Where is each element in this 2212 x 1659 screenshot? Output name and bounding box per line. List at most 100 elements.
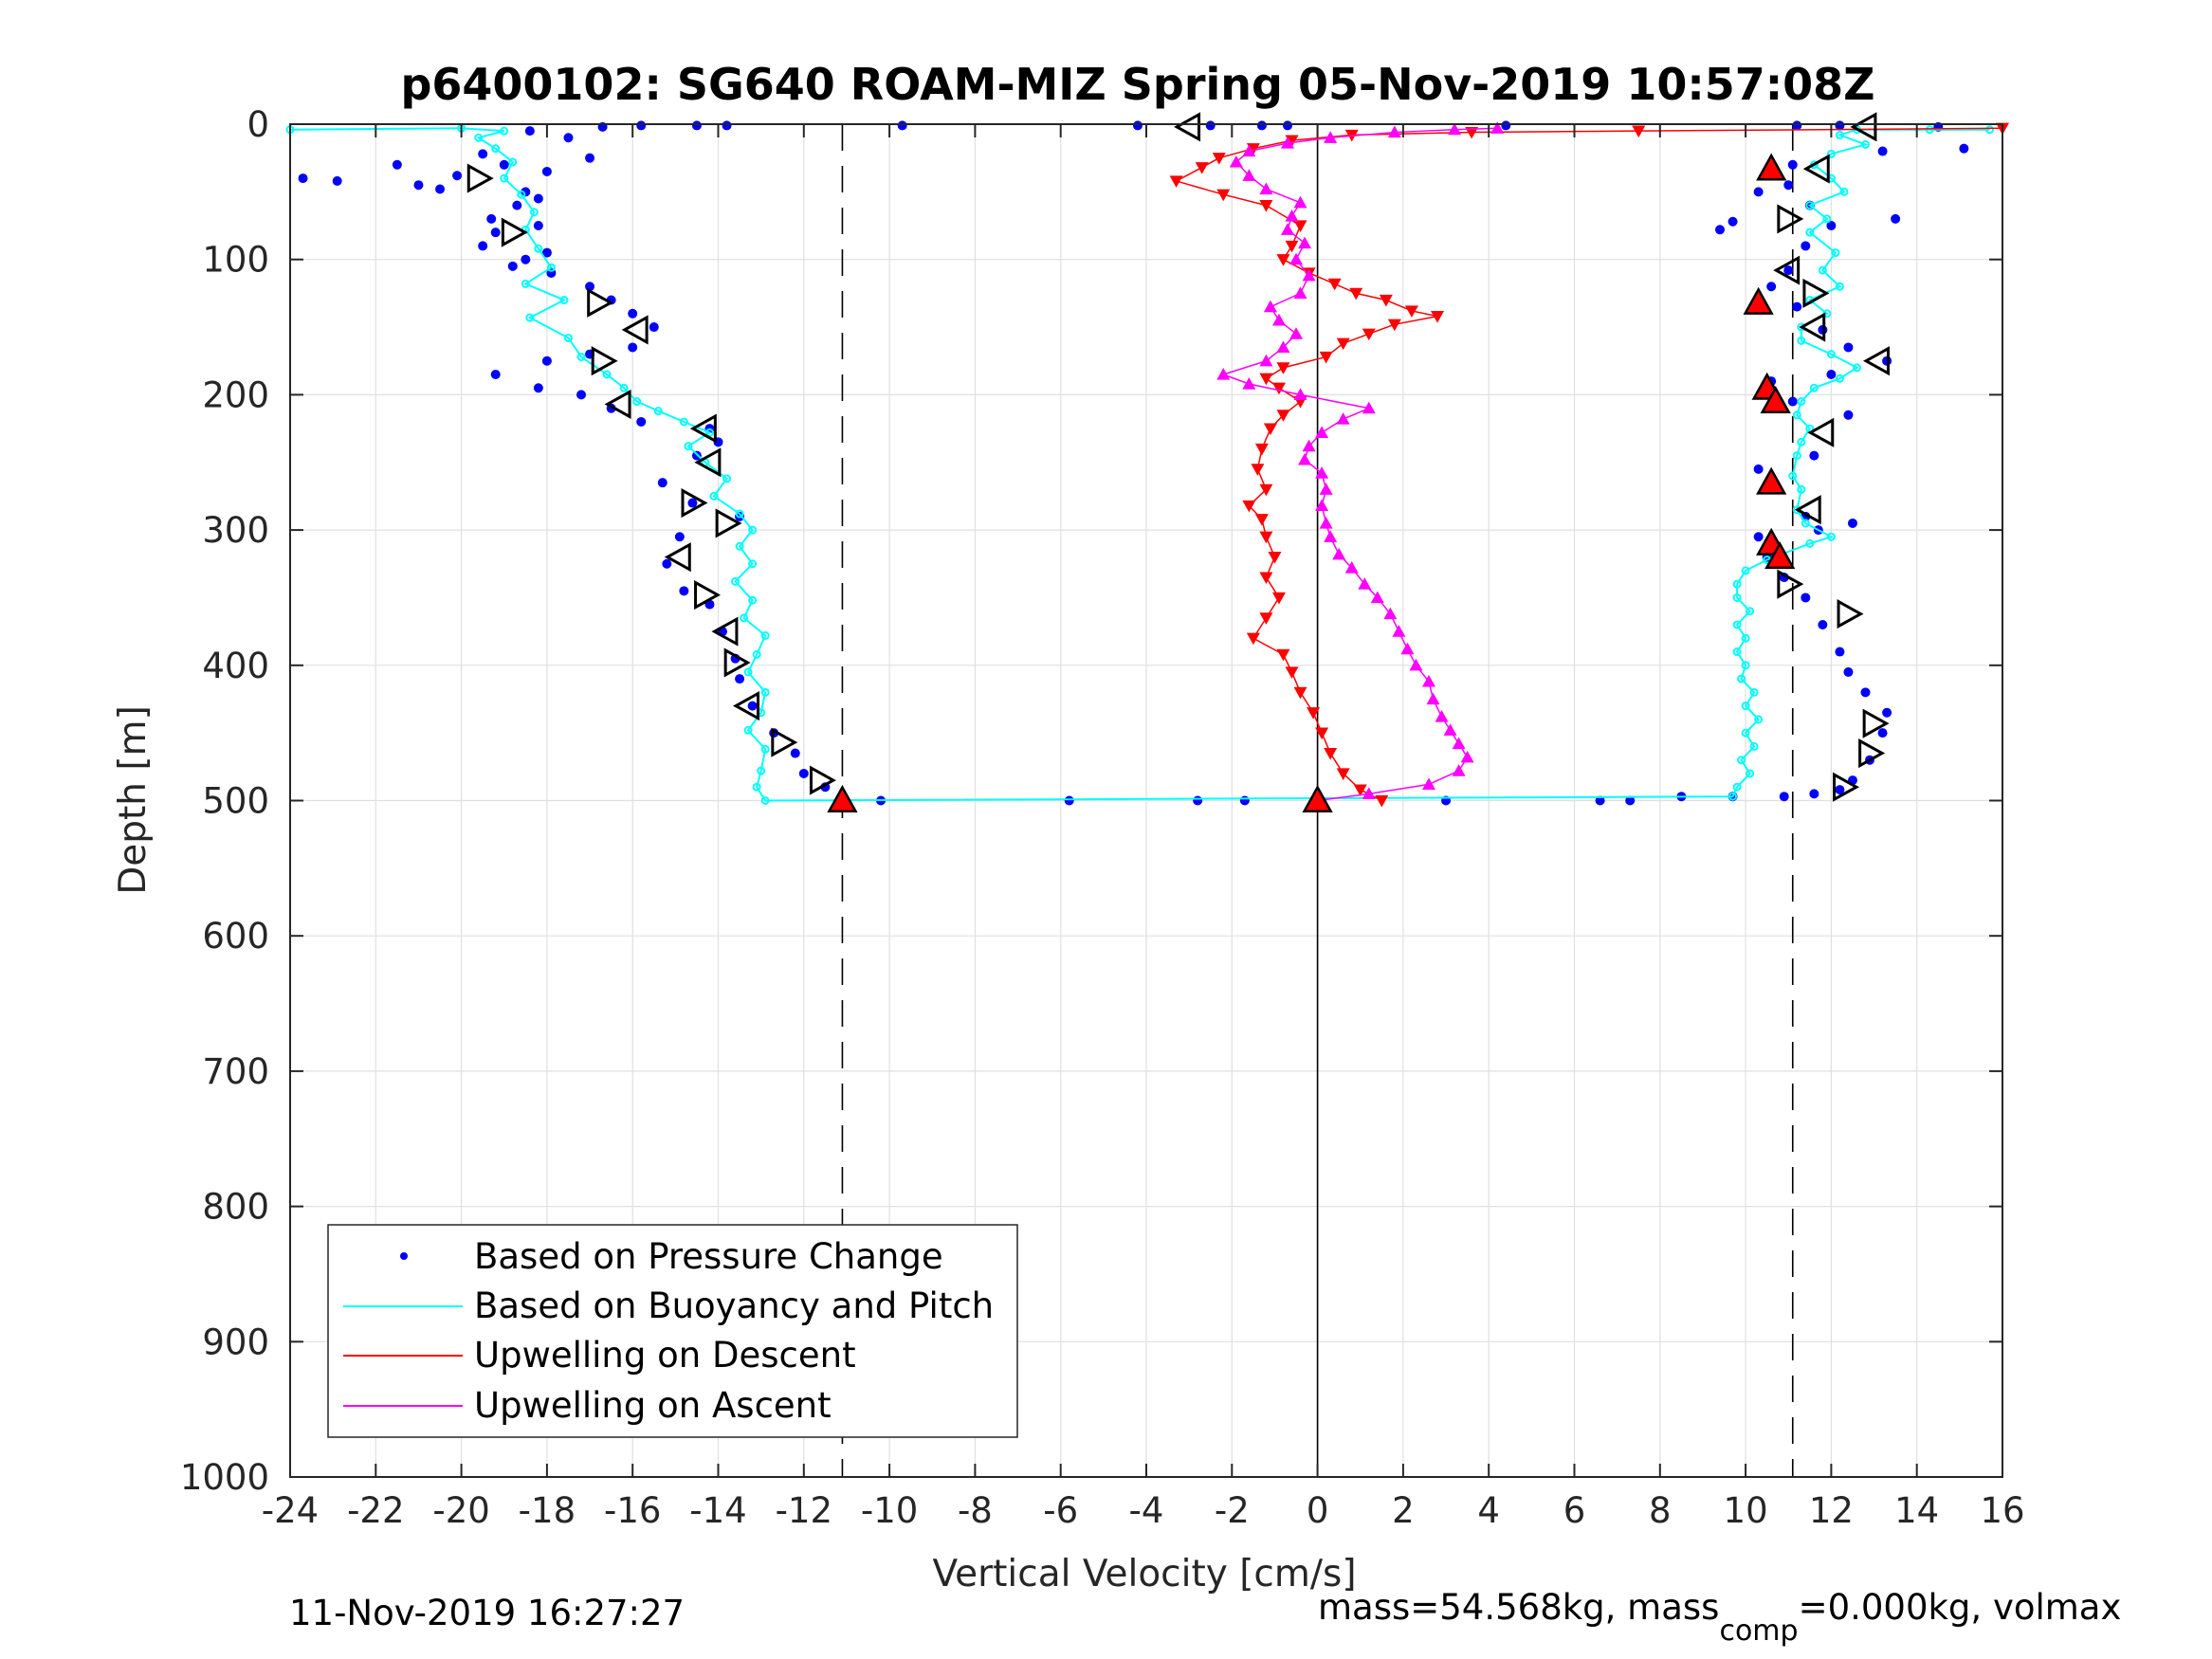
descent-point [1195, 162, 1209, 174]
descent-point [1379, 294, 1393, 307]
descent-point [1293, 686, 1307, 700]
legend-entry-descent: Upwelling on Descent [343, 1335, 856, 1376]
x-tick-label: 2 [1392, 1490, 1415, 1531]
ascent-point [1271, 313, 1286, 326]
buoyancy-point [517, 190, 526, 199]
apogee-marker [694, 447, 722, 478]
buoyancy-point [1732, 647, 1742, 657]
pressure-point [1501, 120, 1511, 131]
apogee-marker [1807, 417, 1835, 447]
y-tick-label: 400 [202, 646, 269, 686]
apogee-marker [715, 508, 742, 538]
descent-point [1285, 666, 1299, 679]
buoyancy-point [731, 576, 740, 586]
apogee-marker [1777, 569, 1804, 599]
buoyancy-point [1792, 410, 1801, 420]
buoyancy-point [576, 352, 586, 361]
apogee-marker [1777, 204, 1804, 234]
legend-entry-pressure: Based on Pressure Change [400, 1236, 943, 1277]
ascent-point [1324, 131, 1338, 143]
buoyancy-point [1732, 782, 1742, 792]
upwelling-segment [1249, 142, 1289, 153]
descent-point [1259, 531, 1273, 544]
x-tick-label: 8 [1649, 1490, 1672, 1531]
pressure-point [541, 247, 552, 258]
ascent-point [1293, 388, 1307, 400]
buoyancy-point [1746, 769, 1755, 778]
apogee-marker [591, 346, 618, 376]
buoyancy-point [760, 744, 770, 754]
ascent-point [1324, 530, 1338, 542]
buoyancy-point [748, 595, 758, 605]
pressure-point [1779, 792, 1789, 802]
ascent-point [1392, 625, 1406, 637]
apogee-marker [1773, 255, 1801, 285]
pressure-point [1064, 795, 1074, 806]
buoyancy-point [529, 208, 539, 217]
descent-point [1375, 794, 1389, 808]
pressure-point [1766, 282, 1777, 292]
buoyancy-point [760, 796, 770, 805]
descent-point [1259, 572, 1273, 585]
descent-point [1387, 319, 1401, 332]
ascent-point [1280, 223, 1294, 235]
apogee-marker [1799, 312, 1826, 342]
buoyancy-point [709, 491, 719, 501]
pressure-point [1826, 369, 1837, 379]
upwelling-segment [1368, 783, 1430, 795]
buoyancy-point [1741, 728, 1750, 738]
descent-point [1404, 305, 1418, 318]
upwelling-segment [1283, 356, 1326, 369]
descent-point [1259, 373, 1273, 386]
upwelling-segment [1428, 770, 1459, 786]
ascent-point [1315, 499, 1329, 512]
apogee-marker [681, 488, 708, 519]
buoyancy-point [546, 263, 556, 272]
descent-point [1327, 278, 1342, 291]
pressure-point [1826, 221, 1837, 231]
buoyancy-point [1809, 383, 1819, 392]
descent-point [1276, 254, 1290, 266]
buoyancy-point [534, 244, 543, 253]
descent-point [1246, 632, 1260, 646]
upwelling-segment [1270, 292, 1301, 308]
buoyancy-point [1984, 125, 1994, 135]
descent-point [1319, 351, 1333, 364]
pressure-point [478, 241, 488, 251]
buoyancy-point [1835, 130, 1844, 139]
x-tick-label: 4 [1477, 1490, 1500, 1531]
descent-point [1271, 382, 1286, 395]
apogee-marker [1833, 772, 1860, 802]
y-tick-label: 600 [202, 916, 269, 957]
x-tick-label: 14 [1894, 1490, 1939, 1531]
pressure-point [1843, 410, 1854, 420]
buoyancy-point [653, 407, 663, 416]
pressure-point [1809, 789, 1819, 799]
buoyancy-point [1805, 201, 1815, 210]
pressure-point [1715, 225, 1726, 235]
x-tick-label: -18 [519, 1490, 576, 1531]
upwelling-segment [1638, 127, 2003, 132]
pressure-point [452, 171, 463, 181]
buoyancy-point [748, 559, 758, 569]
pressure-point [636, 120, 647, 131]
pressure-point [1282, 120, 1292, 131]
x-tick-label: 6 [1563, 1490, 1586, 1531]
buoyancy-point [1737, 674, 1746, 684]
buoyancy-point [752, 649, 761, 659]
upwelling-segment [1249, 383, 1301, 396]
pressure-point [576, 390, 587, 400]
y-tick-label: 0 [247, 104, 269, 145]
buoyancy-point [1749, 687, 1759, 697]
upwelling-segment [1287, 137, 1331, 144]
pressure-point [1193, 795, 1203, 806]
y-tick-label: 1000 [180, 1457, 269, 1498]
apogee-marker [689, 413, 717, 444]
event-marker [827, 784, 858, 812]
y-tick-label: 900 [202, 1322, 269, 1362]
pressure-point [747, 701, 758, 711]
upwelling-segment [1266, 188, 1301, 204]
x-tick-label: 10 [1724, 1490, 1768, 1531]
ascent-point [1452, 764, 1466, 776]
x-tick-label: 12 [1809, 1490, 1854, 1531]
